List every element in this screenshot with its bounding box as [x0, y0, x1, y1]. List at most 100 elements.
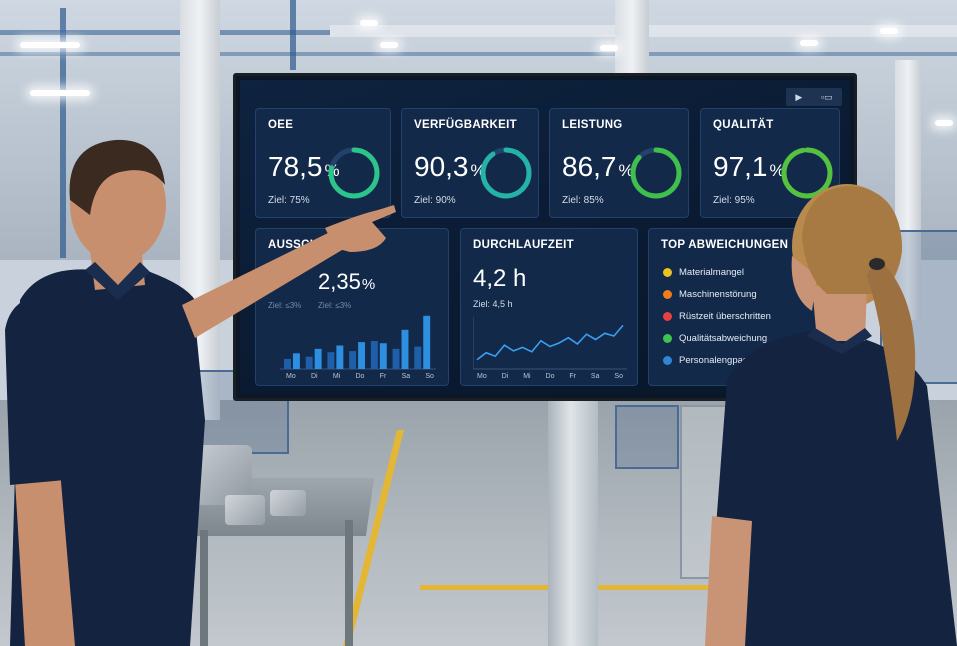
day-label: Sa — [590, 373, 600, 380]
kpi-title: VERFÜGBARKEIT — [414, 119, 517, 131]
deviation-item[interactable]: Personalengpass — [663, 355, 752, 366]
kpi-gauge — [630, 147, 682, 199]
kpi-target: Ziel: 90% — [414, 195, 456, 206]
bar-secondary — [327, 352, 335, 369]
kpi-card-performance: LEISTUNG 86,7% Ziel: 85% — [549, 108, 689, 218]
ceiling-light — [800, 40, 818, 46]
gauge-fill — [630, 147, 682, 199]
bar-primary — [292, 353, 300, 369]
kpi-value: 97,1% — [713, 151, 785, 182]
kpi-gauge — [328, 147, 380, 199]
day-label: Fr — [379, 373, 387, 380]
gauge-fill — [480, 147, 532, 199]
kpi-target: Ziel: 75% — [268, 195, 310, 206]
deviation-item[interactable]: Rüstzeit überschritten — [663, 311, 771, 322]
status-dot — [663, 312, 672, 321]
day-label: Mo — [286, 373, 296, 380]
lead-time-card: DURCHLAUFZEIT 4,2 h Ziel: 4,5 h Mo Di Mi… — [460, 228, 638, 386]
kpi-target: Ziel: 95% — [713, 195, 755, 206]
status-dot — [663, 334, 672, 343]
deviation-item[interactable]: Materialmangel — [663, 267, 744, 278]
kpi-title: OEE — [268, 119, 294, 131]
day-label: Do — [545, 373, 555, 380]
kpi-card-oee: OEE 78,5% Ziel: 75% — [255, 108, 391, 218]
scrap-day-axis: Mo Di Mi Do Fr Sa So — [286, 373, 434, 380]
kpi-target: Ziel: 85% — [562, 195, 604, 206]
deviation-label: Personalengpass — [679, 355, 753, 366]
day-label: Di — [501, 373, 509, 380]
day-label: Mo — [477, 373, 487, 380]
hall-column — [615, 0, 649, 75]
lead-time-target: Ziel: 4,5 h — [473, 299, 513, 309]
deviation-label: Rüstzeit überschritten — [679, 311, 771, 322]
deviation-label: Materialmangel — [679, 267, 744, 278]
deviation-item[interactable]: Qualitätsabweichung — [663, 333, 767, 344]
status-dot — [663, 356, 672, 365]
day-label: So — [614, 373, 623, 380]
kpi-title: LEISTUNG — [562, 119, 623, 131]
metal-parts — [270, 490, 306, 516]
card-title: TOP ABWEICHUNGEN — [661, 239, 789, 251]
kpi-gauge — [480, 147, 532, 199]
day-label: Di — [310, 373, 318, 380]
ceiling-light — [600, 45, 618, 51]
status-dot — [663, 290, 672, 299]
deviation-label: Maschinenstörung — [679, 289, 757, 300]
lead-time-line — [476, 324, 624, 361]
ceiling-light — [360, 20, 378, 26]
lead-time-value: 4,2 h — [473, 265, 527, 292]
scrap-target: Ziel: ≤3% — [318, 301, 352, 310]
shelf-rack — [615, 405, 679, 469]
ceiling-beam — [0, 52, 957, 56]
kpi-card-availability: VERFÜGBARKEIT 90,3% Ziel: 90% — [401, 108, 539, 218]
bar-primary — [336, 345, 344, 369]
bar-primary — [401, 329, 409, 369]
monitor-stand — [548, 398, 598, 646]
bar-primary — [358, 342, 366, 369]
hall-column — [895, 60, 921, 320]
kpi-value: 86,7% — [562, 151, 634, 182]
kpi-gauge — [781, 147, 833, 199]
day-label: Sa — [401, 373, 411, 380]
kpi-title: QUALITÄT — [713, 119, 774, 131]
deviation-label: Qualitätsabweichung — [679, 333, 768, 344]
dashboard-toolbar: ▶ ▫▭ — [786, 88, 842, 106]
gauge-fill — [781, 147, 833, 199]
ceiling-pipe — [60, 8, 66, 258]
ceiling-light — [880, 28, 898, 34]
scrap-value: 2,35% — [318, 269, 376, 294]
bar-secondary — [370, 341, 378, 369]
woman-viewing — [705, 184, 957, 646]
day-label: Mi — [332, 373, 341, 380]
ceiling-light — [380, 42, 398, 48]
bar-primary — [423, 315, 431, 369]
bar-secondary — [349, 351, 357, 369]
card-title: DURCHLAUFZEIT — [473, 239, 574, 251]
ceiling-light — [30, 90, 90, 96]
lead-time-line-chart — [473, 317, 627, 370]
scrap-bar-chart — [280, 315, 436, 370]
kpi-value: 90,3% — [414, 151, 486, 182]
bar-secondary — [392, 348, 400, 369]
bar-primary — [379, 343, 387, 369]
bar-secondary — [414, 346, 422, 369]
man-pointing — [5, 139, 396, 646]
ceiling-light — [935, 120, 953, 126]
play-icon[interactable]: ▶ — [795, 91, 803, 102]
kpi-value: 78,5% — [268, 151, 340, 182]
gauge-fill — [328, 147, 380, 199]
ceiling-light — [20, 42, 80, 48]
deviation-item[interactable]: Maschinenstörung — [663, 289, 757, 300]
bar-primary — [314, 348, 322, 369]
lead-time-day-axis: Mo Di Mi Do Fr Sa So — [477, 373, 623, 380]
bar-secondary — [284, 358, 291, 369]
screen-mode-icon[interactable]: ▫▭ — [820, 91, 833, 102]
scrap-target: Ziel: ≤3% — [268, 301, 302, 310]
day-label: Fr — [569, 373, 576, 380]
bar-secondary — [305, 356, 313, 369]
day-label: So — [425, 373, 434, 380]
kpi-card-quality: QUALITÄT 97,1% Ziel: 95% — [700, 108, 840, 218]
status-dot — [663, 268, 672, 277]
metal-parts — [225, 495, 265, 525]
